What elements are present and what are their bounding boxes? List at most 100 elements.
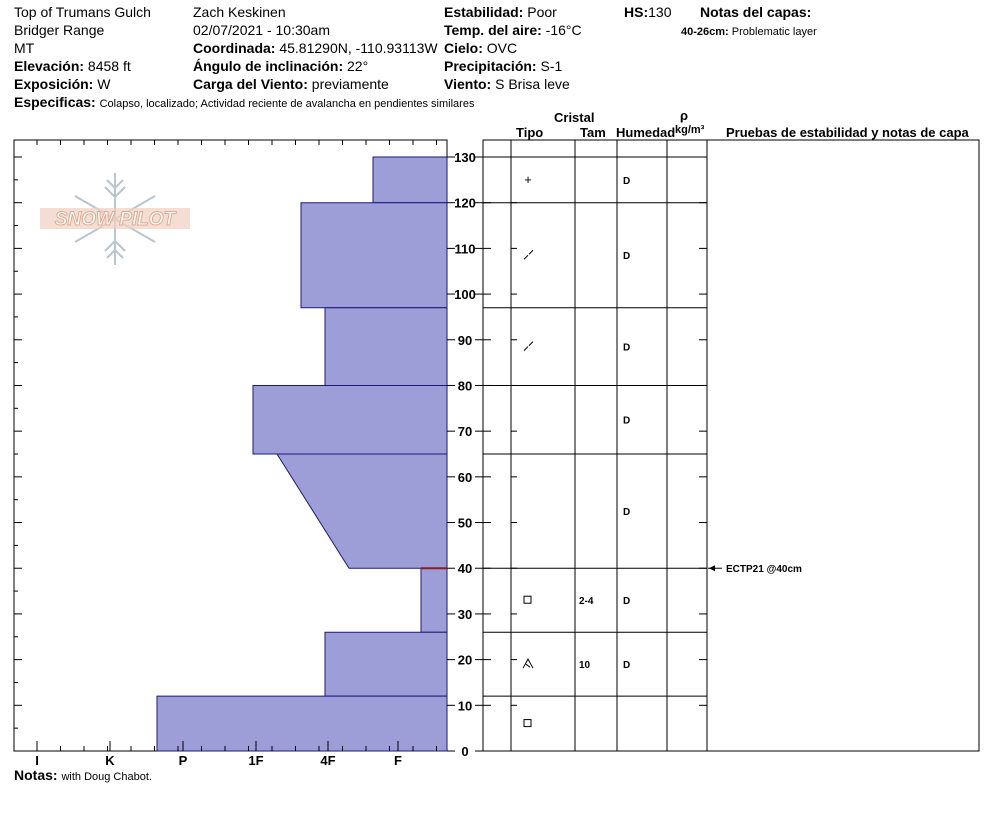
- y-tick-label-80: 80: [458, 378, 472, 393]
- sky-value: OVC: [486, 40, 518, 56]
- hs-label: HS:: [624, 4, 649, 20]
- slope-value: 22°: [347, 58, 369, 74]
- x-tick-label-1F: 1F: [248, 753, 263, 768]
- layer-notes-range: 40-26cm:: [681, 26, 729, 38]
- precip-value: S-1: [540, 58, 563, 74]
- grain-faceted-icon: [523, 595, 532, 604]
- specifics-label: Especificas:: [14, 94, 96, 110]
- state-name: MT: [14, 40, 35, 56]
- type-header: Tipo: [516, 125, 544, 140]
- y-tick-label-30: 30: [458, 607, 472, 622]
- layer-moisture-2: D: [623, 343, 630, 354]
- notes-label: Notas:: [14, 767, 58, 783]
- wind-loading-value: previamente: [311, 76, 389, 92]
- layer-notes-label: Notas del capas:: [700, 4, 812, 20]
- wind-loading-label: Carga del Viento:: [193, 76, 308, 92]
- layer-moisture-4: D: [623, 507, 630, 518]
- stability-label: Estabilidad:: [444, 4, 524, 20]
- layer-notes-text: Problematic layer: [731, 26, 817, 38]
- observer-name: Zach Keskinen: [193, 4, 286, 20]
- hardness-bar-4: [276, 453, 448, 569]
- layer-moisture-3: D: [623, 416, 630, 427]
- notes-value: with Doug Chabot.: [61, 771, 152, 783]
- y-tick-label-20: 20: [458, 653, 472, 668]
- grain-decomposed-icon: [523, 341, 534, 351]
- y-tick-label-100: 100: [454, 287, 476, 302]
- air-temp-value: -16°C: [545, 22, 582, 38]
- x-tick-label-P: P: [179, 753, 188, 768]
- test-arrow-icon: [709, 565, 715, 572]
- layer-table-frame: [482, 139, 980, 752]
- layer-moisture-6: D: [623, 660, 630, 671]
- x-tick-label-4F: 4F: [320, 753, 335, 768]
- precip-label: Precipitación:: [444, 58, 537, 74]
- hardness-bar-7: [156, 695, 448, 752]
- elevation-label: Elevación:: [14, 58, 85, 74]
- precip-field: Precipitación: S-1: [444, 58, 562, 74]
- y-tick-label-90: 90: [458, 333, 472, 348]
- y-tick-label-50: 50: [458, 516, 472, 531]
- y-tick-label-130: 130: [454, 150, 476, 165]
- stability-value: Poor: [527, 4, 557, 20]
- grain-rounded-icon: +: [524, 172, 532, 187]
- specifics-field: Especificas: Colapso, localizado; Activi…: [14, 94, 474, 112]
- range-name: Bridger Range: [14, 22, 105, 38]
- x-tick-label-F: F: [394, 753, 402, 768]
- aspect-field: Exposición: W: [14, 76, 110, 92]
- hardness-bar-3: [252, 384, 448, 455]
- coordinates-value: 45.81290N, -110.93113W: [279, 40, 438, 56]
- layer-size-5: 2-4: [579, 596, 594, 607]
- layer-notes-entry: 40-26cm: Problematic layer: [681, 24, 817, 40]
- wind-field: Viento: S Brisa leve: [444, 76, 570, 92]
- y-tick-label-110: 110: [455, 241, 476, 256]
- y-tick-label-10: 10: [458, 698, 472, 713]
- y-tick-label-60: 60: [458, 470, 472, 485]
- hardness-bar-5: [420, 567, 448, 633]
- aspect-label: Exposición:: [14, 76, 94, 92]
- sky-label: Cielo:: [444, 40, 483, 56]
- grain-faceted-icon: [523, 719, 532, 728]
- size-header: Tam: [580, 125, 606, 140]
- elevation-field: Elevación: 8458 ft: [14, 58, 131, 74]
- wind-loading-field: Carga del Viento: previamente: [193, 76, 389, 92]
- wind-value: S Brisa leve: [495, 76, 570, 92]
- x-tick-label-K: K: [105, 753, 115, 768]
- density-unit-header: kg/m³: [675, 124, 705, 136]
- grain-depth-hoar-icon: [522, 658, 534, 669]
- elevation-value: 8458 ft: [87, 58, 131, 74]
- layer-size-6: 10: [579, 660, 591, 671]
- hardness-bar-1: [300, 202, 448, 309]
- aspect-value: W: [97, 76, 111, 92]
- rho-header: ρ: [680, 108, 689, 123]
- y-tick-label-40: 40: [458, 561, 472, 576]
- slope-label: Ángulo de inclinación:: [193, 58, 344, 74]
- hs-value: 130: [648, 4, 672, 20]
- y-tick-label-120: 120: [454, 196, 476, 211]
- wind-label: Viento:: [444, 76, 492, 92]
- layer-moisture-1: D: [623, 251, 630, 262]
- slope-field: Ángulo de inclinación: 22°: [193, 58, 368, 74]
- air-temp-label: Temp. del aire:: [444, 22, 542, 38]
- y-tick-label-70: 70: [458, 424, 472, 439]
- sky-field: Cielo: OVC: [444, 40, 517, 56]
- location-name: Top of Trumans Gulch: [14, 4, 151, 20]
- coordinates-label: Coordinada:: [193, 40, 276, 56]
- layer-moisture-5: D: [623, 596, 630, 607]
- hardness-bar-2: [324, 307, 448, 386]
- grain-decomposed-icon: [523, 249, 534, 260]
- tests-header: Pruebas de estabilidad y notas de capa: [726, 125, 969, 140]
- coordinates-field: Coordinada: 45.81290N, -110.93113W: [193, 40, 438, 56]
- hs-field: HS:130: [624, 4, 671, 20]
- notes-field: Notas: with Doug Chabot.: [14, 767, 152, 785]
- moisture-header: Humedad: [616, 125, 676, 140]
- hardness-bar-0: [372, 156, 448, 204]
- layer-moisture-0: D: [623, 176, 630, 187]
- x-tick-label-I: I: [35, 753, 39, 768]
- y-tick-label-0: 0: [461, 744, 468, 759]
- crystal-header: Cristal: [554, 110, 595, 125]
- observation-datetime: 02/07/2021 - 10:30am: [193, 22, 330, 38]
- air-temp-field: Temp. del aire: -16°C: [444, 22, 582, 38]
- stability-test-0: ECTP21 @40cm: [726, 564, 802, 575]
- specifics-value: Colapso, localizado; Actividad reciente …: [99, 98, 475, 110]
